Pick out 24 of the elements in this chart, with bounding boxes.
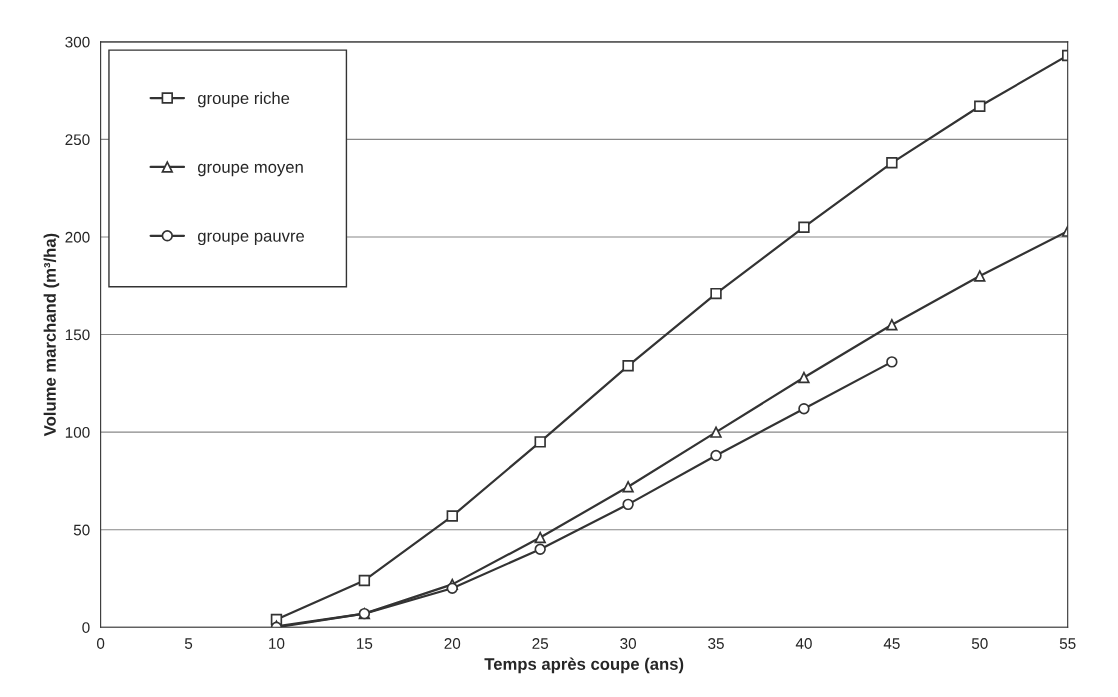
x-tick-label: 25: [532, 638, 549, 649]
x-tick-label: 50: [971, 638, 988, 649]
y-tick-label: 300: [65, 36, 90, 48]
x-axis-title: Temps après coupe (ans): [484, 657, 684, 674]
y-axis-title: Volume marchand (m³/ha): [43, 233, 60, 437]
legend-label: groupe pauvre: [197, 232, 305, 246]
x-tick-label: 5: [184, 638, 193, 649]
legend-label: groupe moyen: [197, 163, 303, 177]
x-tick-label: 55: [1059, 638, 1076, 649]
y-tick-label: 100: [65, 427, 90, 438]
x-tick-label: 30: [620, 638, 637, 649]
y-tick-label: 0: [82, 622, 90, 633]
y-tick-label: 150: [65, 329, 90, 341]
x-tick-label: 20: [444, 638, 461, 649]
x-tick-label: 15: [357, 638, 373, 649]
x-tick-label: 10: [269, 638, 285, 649]
y-tick-label: 50: [73, 524, 90, 536]
legend-label: groupe riche: [197, 91, 290, 108]
y-tick-label: 250: [65, 134, 90, 146]
y-tick-label: 200: [65, 231, 90, 243]
x-tick-label: 0: [96, 638, 105, 649]
x-tick-label: 35: [708, 638, 724, 649]
x-tick-label: 45: [883, 638, 900, 649]
x-tick-label: 40: [795, 638, 812, 649]
